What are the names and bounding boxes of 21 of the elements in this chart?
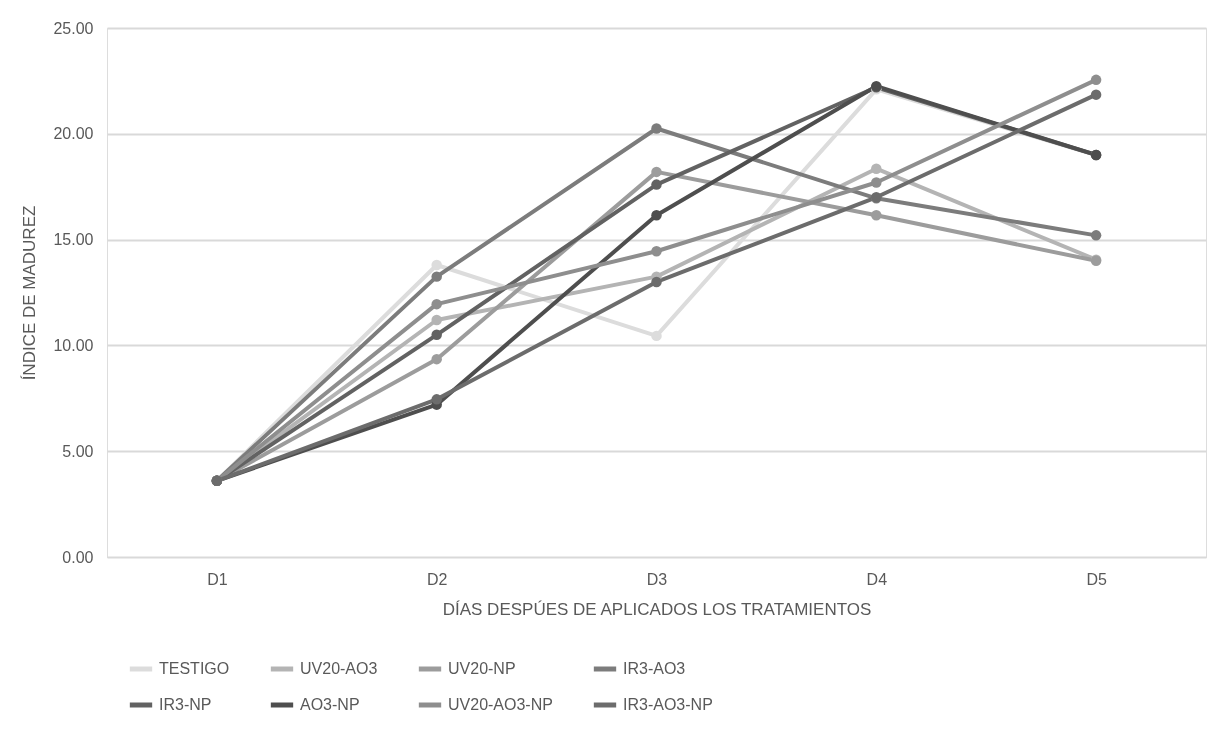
legend-label: UV20-NP (448, 660, 516, 677)
y-tick-label: 5.00 (62, 442, 94, 460)
legend-label: IR3-NP (159, 696, 212, 713)
y-tick-label: 20.00 (53, 125, 94, 143)
x-tick-label: D3 (646, 570, 668, 588)
y-tick-label: 0.00 (62, 548, 94, 566)
y-tick-label: 25.00 (53, 19, 94, 37)
legend-label: AO3-NP (300, 696, 360, 713)
y-tick-label: 15.00 (53, 231, 94, 249)
x-tick-label: D1 (207, 570, 228, 588)
legend-label: TESTIGO (159, 660, 230, 677)
legend-label: IR3-AO3 (623, 660, 686, 677)
y-axis-title: ÍNDICE DE MADUREZ (20, 205, 40, 381)
legend-label: UV20-AO3-NP (448, 696, 553, 713)
x-axis-title: DÍAS DESPÚES DE APLICADOS LOS TRATAMIENTOS (442, 599, 872, 619)
legend-label: IR3-AO3-NP (623, 696, 713, 713)
x-tick-label: D5 (1086, 570, 1107, 588)
x-tick-label: D2 (426, 570, 448, 588)
y-tick-label: 10.00 (53, 336, 94, 354)
x-tick-label: D4 (866, 570, 888, 588)
legend-label: UV20-AO3 (300, 660, 378, 677)
